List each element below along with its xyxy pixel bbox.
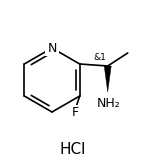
- Text: NH₂: NH₂: [97, 97, 121, 110]
- Text: F: F: [72, 107, 79, 119]
- Text: N: N: [47, 41, 57, 54]
- Text: HCl: HCl: [60, 142, 86, 158]
- Polygon shape: [104, 66, 111, 92]
- Text: &1: &1: [93, 52, 106, 61]
